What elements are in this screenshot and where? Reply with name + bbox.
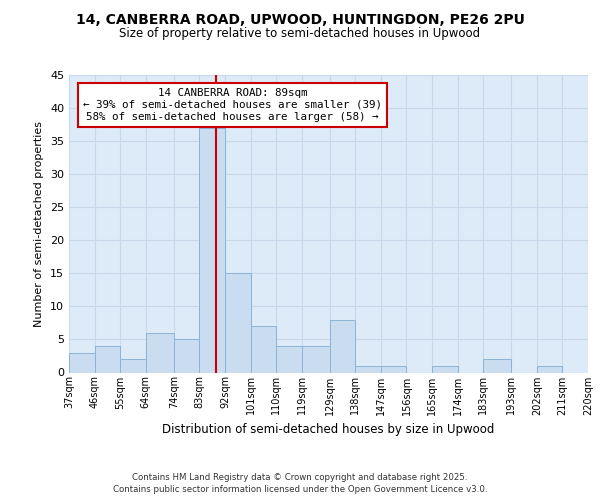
X-axis label: Distribution of semi-detached houses by size in Upwood: Distribution of semi-detached houses by …: [163, 423, 494, 436]
Bar: [146, 333, 174, 372]
Bar: [302, 346, 330, 372]
Bar: [330, 320, 355, 372]
Bar: [199, 128, 225, 372]
Text: Size of property relative to semi-detached houses in Upwood: Size of property relative to semi-detach…: [119, 28, 481, 40]
Bar: [225, 274, 251, 372]
Bar: [537, 366, 562, 372]
Bar: [483, 360, 511, 372]
Bar: [120, 360, 146, 372]
Bar: [355, 366, 381, 372]
Text: Contains public sector information licensed under the Open Government Licence v3: Contains public sector information licen…: [113, 485, 487, 494]
Y-axis label: Number of semi-detached properties: Number of semi-detached properties: [34, 120, 44, 327]
Text: 14 CANBERRA ROAD: 89sqm
← 39% of semi-detached houses are smaller (39)
58% of se: 14 CANBERRA ROAD: 89sqm ← 39% of semi-de…: [83, 88, 382, 122]
Bar: [432, 366, 458, 372]
Bar: [251, 326, 276, 372]
Bar: [276, 346, 302, 372]
Text: 14, CANBERRA ROAD, UPWOOD, HUNTINGDON, PE26 2PU: 14, CANBERRA ROAD, UPWOOD, HUNTINGDON, P…: [76, 12, 524, 26]
Bar: [174, 340, 199, 372]
Bar: [69, 352, 95, 372]
Bar: [95, 346, 120, 372]
Text: Contains HM Land Registry data © Crown copyright and database right 2025.: Contains HM Land Registry data © Crown c…: [132, 472, 468, 482]
Bar: [381, 366, 406, 372]
